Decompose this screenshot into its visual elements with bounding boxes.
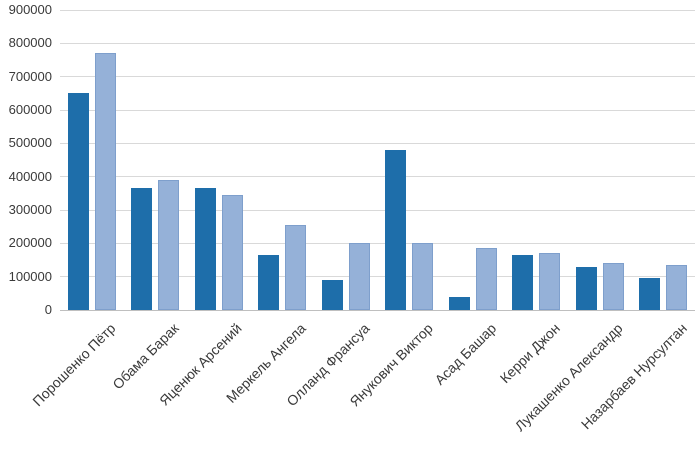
gridline [60,9,695,11]
bar-series2 [412,243,434,310]
bar-series1 [575,266,597,310]
bar-series1 [258,255,280,310]
y-axis-tick-label: 900000 [8,2,52,17]
y-axis-tick-label: 700000 [8,68,52,84]
gridline [60,42,695,44]
bar-series2 [348,243,370,310]
x-axis-line [60,309,695,311]
bar-series2 [94,53,116,310]
bar-series2 [221,195,243,310]
bar-series1 [385,150,407,310]
bar-series1 [639,278,661,310]
x-axis-category-label: Асад Башар [431,320,500,388]
bar-series2 [602,263,624,310]
bar-series2 [475,248,497,310]
gridline [60,242,695,244]
x-axis-category-label: Порошенко Пётр [28,320,119,410]
bar-series2 [539,253,561,310]
bar-series1 [131,188,153,310]
gridline [60,76,695,78]
x-axis-category-label: Керри Джон [496,320,563,387]
y-axis-tick-label: 500000 [8,135,52,151]
bar-series2 [666,265,688,310]
y-axis-tick-label: 600000 [8,102,52,117]
y-axis-tick-label: 300000 [8,202,52,217]
bar-series1 [512,255,534,310]
x-axis-category-label: Назарбаев Нурсултан [577,320,690,433]
gridline [60,209,695,211]
bar-series1 [448,296,470,310]
x-axis-category-label: Лукашенко Александр [511,320,627,435]
y-axis-tick-label: 800000 [8,35,52,51]
gridline [60,109,695,111]
gridline [60,276,695,278]
bar-series1 [194,188,216,310]
y-axis-tick-label: 400000 [8,168,52,184]
gridline [60,176,695,178]
y-axis-tick-label: 100000 [8,268,52,284]
bar-series1 [321,280,343,310]
y-axis-tick-label: 200000 [8,235,52,251]
bar-series2 [158,180,180,310]
bar-series2 [285,225,307,310]
y-axis-tick-label: 0 [44,302,52,317]
gridline [60,142,695,144]
bar-series1 [67,93,89,310]
